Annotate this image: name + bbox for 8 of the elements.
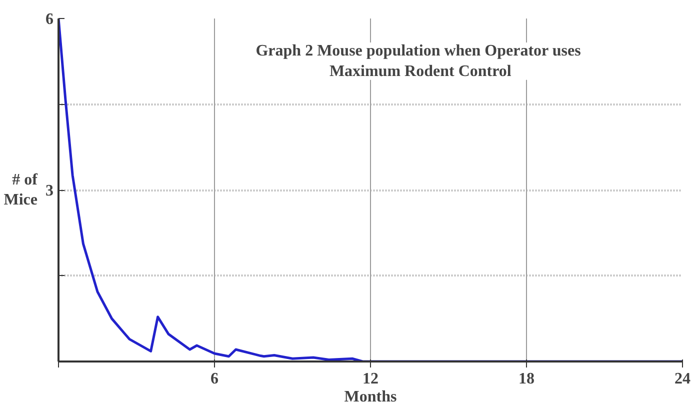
y-tick-label: 3: [46, 182, 54, 200]
x-tick-label: 12: [362, 370, 378, 388]
x-tick-label: 18: [518, 370, 534, 388]
text: Graph 2 Mouse population when Operator uses Maximum Rodent Control: [256, 42, 581, 80]
y-axis-title: # of Mice: [4, 171, 38, 209]
x-tick-label: 24: [674, 370, 690, 388]
x-axis-title: Months: [344, 388, 397, 406]
x-tick-label: 6: [210, 370, 218, 388]
